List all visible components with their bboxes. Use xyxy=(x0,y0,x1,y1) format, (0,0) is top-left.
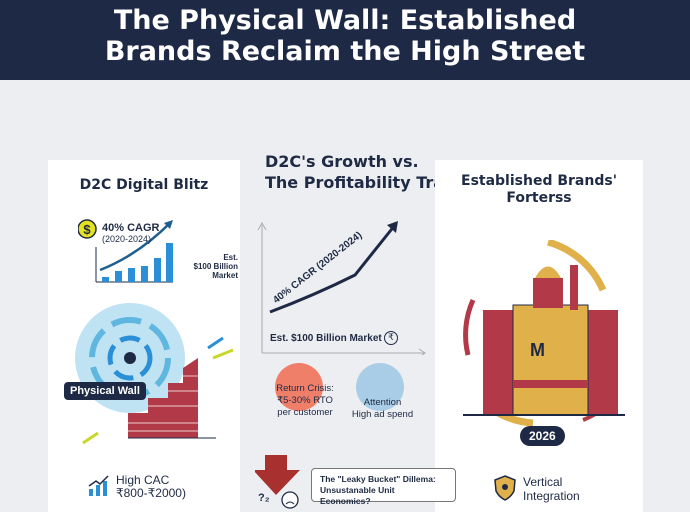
question-marks: ?₂ xyxy=(258,492,270,504)
cagr-years: (2020-2024) xyxy=(102,234,152,244)
attention-l1: Attention xyxy=(363,397,402,408)
d2c-panel: D2C Digital Blitz $ 40% CAGR (2020-2024)… xyxy=(48,160,240,512)
middle-title: D2C's Growth vs. The Profitability Trap xyxy=(265,151,456,193)
cagr-label: 40% CAGR xyxy=(102,222,160,234)
cac-l2: ₹800-₹2000) xyxy=(116,486,186,500)
growth-bar-chart-icon: $ xyxy=(78,219,173,283)
down-arrow-icon xyxy=(255,455,300,509)
market-size-label: Est. $100 Billion Market xyxy=(178,253,238,280)
market-l1: Est. xyxy=(223,253,238,262)
physical-wall-label: Physical Wall xyxy=(64,382,146,400)
shield-gear-icon xyxy=(494,475,516,501)
integration-l2: Integration xyxy=(523,489,580,503)
cac-l1: High CAC xyxy=(116,473,170,487)
integration-l1: Vertical xyxy=(523,475,563,489)
rising-chart-icon xyxy=(88,475,109,496)
title-line-1: The Physical Wall: Established xyxy=(113,5,577,36)
return-crisis-icon xyxy=(275,363,323,411)
market-l3: Market xyxy=(212,271,238,280)
return-l1: Return Crisis: xyxy=(276,383,334,394)
dilemma-l2: Unsustanable Unit Economics? xyxy=(320,485,395,506)
fortress-title: Established Brands' Forterss xyxy=(435,173,643,207)
box-attention-icon xyxy=(356,363,404,411)
return-crisis-text: Return Crisis: ₹5-30% RTO per customer xyxy=(265,383,345,419)
middle-title-l1: D2C's Growth vs. xyxy=(265,152,419,171)
vertical-integration-label: Vertical Integration xyxy=(523,475,580,503)
return-l2: ₹5-30% RTO xyxy=(277,395,333,406)
dilemma-l1: The "Leaky Bucket" Dillema: xyxy=(320,474,436,484)
year-badge: 2026 xyxy=(520,426,565,446)
leaky-bucket-callout: The "Leaky Bucket" Dillema: Unsustanable … xyxy=(311,468,456,506)
fortress-title-l2: Forterss xyxy=(506,190,572,206)
d2c-title: D2C Digital Blitz xyxy=(79,177,209,193)
growth-curve-chart xyxy=(257,221,426,355)
title-line-2: Brands Reclaim the High Street xyxy=(104,36,586,67)
attention-text: Attention High ad spend xyxy=(345,397,420,421)
return-l3: per customer xyxy=(277,407,333,418)
emblem-letter: M xyxy=(530,340,545,360)
fortress-title-l1: Established Brands' xyxy=(461,173,617,189)
digital-vortex-breaking-wall-illustration xyxy=(75,303,234,445)
cac-label: High CAC ₹800-₹2000) xyxy=(116,474,186,500)
market-label: Est. $100 Billion Market xyxy=(270,333,382,344)
svg-text:$: $ xyxy=(83,222,91,237)
fortress-illustration xyxy=(463,240,625,427)
middle-title-l2: The Profitability Trap xyxy=(265,173,456,192)
attention-l2: High ad spend xyxy=(351,409,414,420)
established-brands-panel: Established Brands' Forterss M 2026 Verti… xyxy=(435,160,643,512)
rupee-icon: ₹ xyxy=(384,331,398,345)
market-l2: $100 Billion xyxy=(193,262,238,271)
header-banner: The Physical Wall: Established Brands Re… xyxy=(0,0,690,80)
